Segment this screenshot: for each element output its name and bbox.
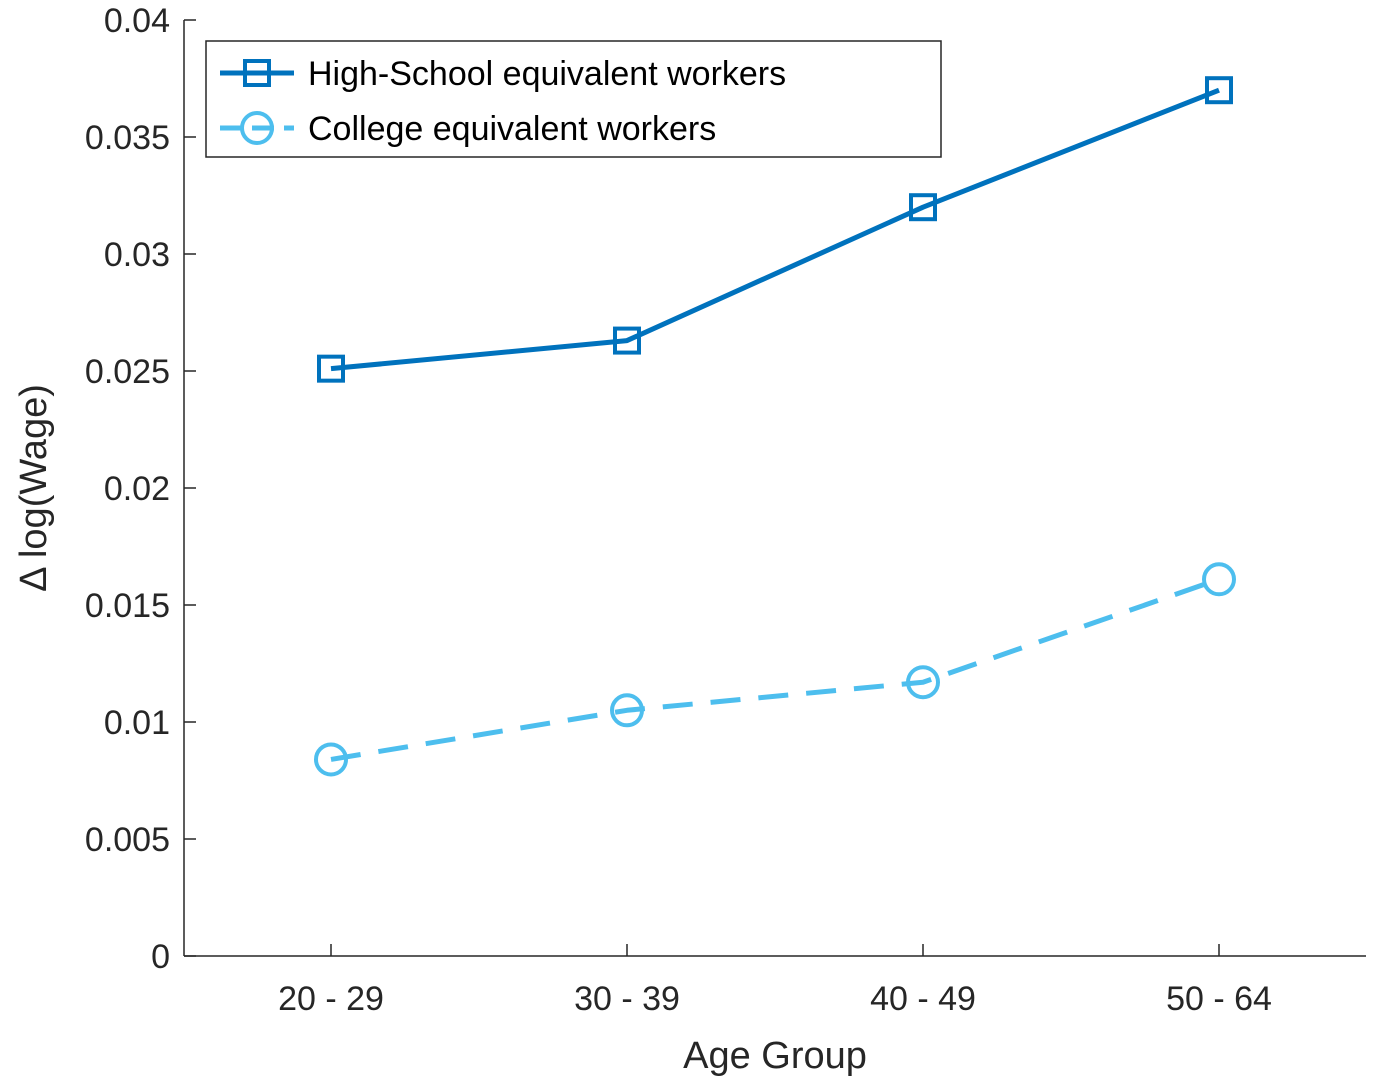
legend-marker xyxy=(240,111,274,145)
y-ticks: 0 0.005 0.01 0.015 0.02 0.025 0.03 0.035 0.04 xyxy=(85,2,196,976)
series-line xyxy=(330,87,1220,372)
series-1 xyxy=(317,76,1233,383)
y-tick-label: 0.015 xyxy=(85,587,170,625)
legend-box xyxy=(205,40,942,158)
y-tick-label: 0.03 xyxy=(104,236,170,274)
x-tick-label: 20 - 29 xyxy=(278,980,384,1018)
x-tick-label: 30 - 39 xyxy=(574,980,680,1018)
x-tick-label: 50 - 64 xyxy=(1166,980,1272,1018)
data-point xyxy=(314,742,348,777)
data-point xyxy=(610,693,644,728)
x-axis-title: Age Group xyxy=(683,1035,867,1077)
y-tick-label: 0.01 xyxy=(104,704,170,742)
data-point xyxy=(909,193,937,222)
legend-marker xyxy=(243,59,271,87)
data-point xyxy=(1202,562,1236,597)
y-tick-label: 0 xyxy=(151,938,170,976)
y-tick-label: 0.035 xyxy=(85,119,170,157)
legend-entry: High-School equivalent workers xyxy=(220,55,786,93)
legend-entries: High-School equivalent workers College eq… xyxy=(220,55,786,148)
y-tick-label: 0.025 xyxy=(85,353,170,391)
data-point xyxy=(613,326,641,355)
axes xyxy=(183,20,1366,957)
data-point xyxy=(906,665,940,700)
x-tick-label: 40 - 49 xyxy=(870,980,976,1018)
series-2 xyxy=(314,562,1236,777)
series-layer xyxy=(314,76,1236,777)
y-tick-label: 0.02 xyxy=(104,470,170,508)
legend-label: High-School equivalent workers xyxy=(308,55,786,93)
y-tick-label: 0.005 xyxy=(85,821,170,859)
y-tick-label: 0.04 xyxy=(104,2,170,40)
legend-label: College equivalent workers xyxy=(308,110,716,148)
y-axis-title: Δ log(Wage) xyxy=(13,384,55,592)
data-point xyxy=(1205,76,1233,105)
series-line xyxy=(330,576,1220,762)
data-point xyxy=(317,354,345,383)
legend: High-School equivalent workers College eq… xyxy=(205,40,942,158)
x-ticks: 20 - 29 30 - 39 40 - 49 50 - 64 xyxy=(278,944,1272,1018)
legend-entry: College equivalent workers xyxy=(220,110,716,148)
